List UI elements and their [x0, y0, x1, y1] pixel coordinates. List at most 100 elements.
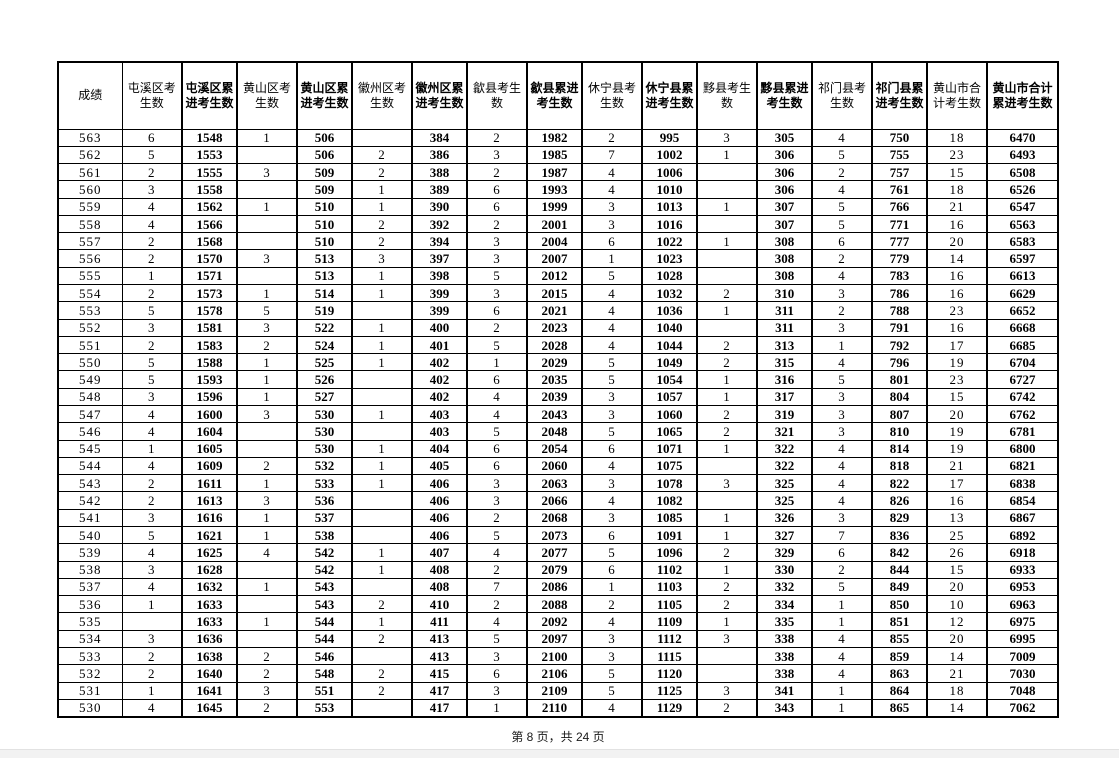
- table-cell: 392: [411, 214, 468, 234]
- column-header: 休宁县累进考生数: [641, 61, 698, 130]
- table-cell: 1032: [641, 284, 698, 303]
- table-cell: 1: [351, 560, 413, 579]
- table-cell: 506: [296, 128, 353, 147]
- table-cell: 510: [296, 232, 353, 251]
- table-cell: [351, 646, 413, 666]
- table-cell: 1: [696, 612, 758, 631]
- table-cell: 4: [121, 214, 183, 234]
- table-cell: 407: [411, 543, 468, 562]
- table-cell: 305: [756, 128, 813, 147]
- table-cell: 530: [296, 404, 353, 424]
- table-cell: 4: [581, 335, 643, 355]
- table-cell: 1: [121, 595, 183, 614]
- table-cell: 1115: [641, 646, 698, 666]
- bottom-edge-strip: [0, 749, 1119, 758]
- table-row: 563 6 1548 1 506 384 2 1982 2 995 3 305 4 750 18 6470: [57, 128, 1059, 147]
- table-cell: 851: [871, 612, 928, 631]
- table-cell: 542: [296, 543, 353, 562]
- table-cell: 1609: [181, 456, 238, 476]
- table-cell: 513: [296, 249, 353, 268]
- table-cell: 1040: [641, 318, 698, 337]
- table-cell: 3: [121, 180, 183, 199]
- table-cell: 1: [811, 612, 873, 631]
- table-cell: 1633: [181, 595, 238, 614]
- table-cell: 18: [926, 128, 988, 147]
- table-cell: 2: [696, 353, 758, 372]
- table-cell: [351, 577, 413, 597]
- table-cell: 406: [411, 491, 468, 510]
- table-cell: 1600: [181, 404, 238, 424]
- table-cell: 2: [236, 646, 298, 666]
- score-cell: 542: [57, 491, 123, 510]
- table-cell: 2: [351, 163, 413, 182]
- table-cell: 2: [121, 664, 183, 683]
- table-cell: 1078: [641, 474, 698, 493]
- column-header: 屯溪区累进考生数: [181, 61, 238, 130]
- table-cell: 6995: [986, 629, 1059, 648]
- table-cell: 4: [581, 318, 643, 337]
- table-cell: 406: [411, 474, 468, 493]
- table-cell: [696, 318, 758, 337]
- table-cell: 4: [581, 698, 643, 718]
- table-cell: 5: [466, 422, 528, 441]
- score-cell: 538: [57, 560, 123, 579]
- table-cell: 4: [121, 404, 183, 424]
- table-cell: 1: [696, 508, 758, 527]
- table-cell: 2: [466, 560, 528, 579]
- table-cell: 2100: [526, 646, 583, 666]
- table-cell: 5: [581, 664, 643, 683]
- table-cell: 2092: [526, 612, 583, 631]
- table-row: 560 3 1558 509 1 389 6 1993 4 1010 306 4 761 18 6526: [57, 180, 1059, 199]
- table-cell: 3: [811, 318, 873, 337]
- table-cell: 822: [871, 474, 928, 493]
- table-cell: 2039: [526, 387, 583, 407]
- score-cell: 547: [57, 404, 123, 424]
- table-cell: 3: [236, 318, 298, 337]
- table-cell: 1102: [641, 560, 698, 579]
- table-cell: 1109: [641, 612, 698, 631]
- table-row: 535 1633 1 544 1 411 4 2092 4 1109 1 335 1 851 12 6975: [57, 612, 1059, 631]
- table-cell: 415: [411, 664, 468, 683]
- table-cell: 317: [756, 387, 813, 407]
- table-cell: 801: [871, 370, 928, 389]
- table-cell: 329: [756, 543, 813, 562]
- table-cell: 530: [296, 439, 353, 458]
- table-cell: [696, 214, 758, 234]
- table-cell: 23: [926, 301, 988, 320]
- table-cell: 2007: [526, 249, 583, 268]
- table-cell: 2: [696, 422, 758, 441]
- table-cell: 3: [236, 249, 298, 268]
- table-cell: 553: [296, 698, 353, 718]
- table-cell: 2: [121, 232, 183, 251]
- table-cell: 783: [871, 266, 928, 286]
- score-cell: 551: [57, 335, 123, 355]
- table-cell: 1570: [181, 249, 238, 268]
- table-cell: 1: [236, 508, 298, 527]
- table-cell: 863: [871, 664, 928, 683]
- table-cell: 2048: [526, 422, 583, 441]
- table-cell: 1096: [641, 543, 698, 562]
- table-cell: 524: [296, 335, 353, 355]
- table-cell: 544: [296, 629, 353, 648]
- table-cell: 1566: [181, 214, 238, 234]
- table-cell: [696, 664, 758, 683]
- table-cell: 1578: [181, 301, 238, 320]
- score-cell: 530: [57, 698, 123, 718]
- table-cell: [236, 180, 298, 199]
- table-cell: 2: [811, 249, 873, 268]
- table-cell: 2: [466, 128, 528, 147]
- table-cell: [696, 249, 758, 268]
- table-row: 543 2 1611 1 533 1 406 3 2063 3 1078 3 325 4 822 17 6838: [57, 474, 1059, 493]
- table-cell: 1: [351, 543, 413, 562]
- table-cell: 6: [466, 439, 528, 458]
- table-row: 554 2 1573 1 514 1 399 3 2015 4 1032 2 310 3 786 16 6629: [57, 284, 1059, 303]
- table-cell: [351, 301, 413, 320]
- table-cell: 4: [811, 266, 873, 286]
- table-cell: 527: [296, 387, 353, 407]
- table-cell: 530: [296, 422, 353, 441]
- table-cell: 4: [811, 629, 873, 648]
- table-cell: 4: [811, 474, 873, 493]
- table-cell: 6: [466, 370, 528, 389]
- table-cell: 2088: [526, 595, 583, 614]
